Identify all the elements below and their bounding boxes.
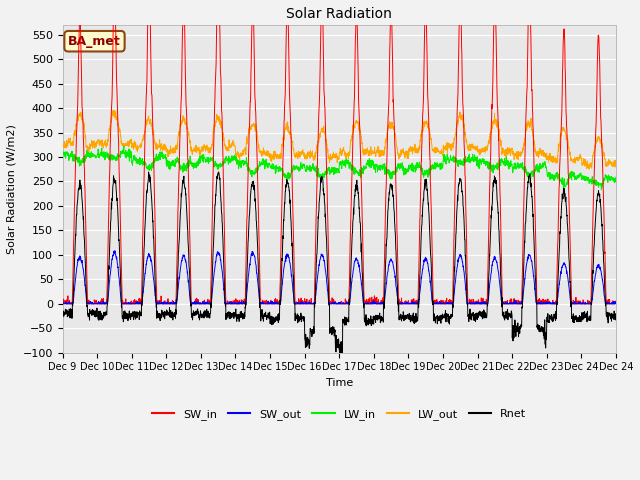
LW_in bbox=[372, 164, 380, 169]
Line: Rnet: Rnet bbox=[63, 172, 616, 357]
SW_out bbox=[612, 300, 620, 306]
SW_in bbox=[234, 299, 241, 304]
LW_in bbox=[598, 187, 605, 193]
SW_in bbox=[506, 300, 514, 306]
SW_out bbox=[537, 301, 545, 307]
LW_in bbox=[59, 148, 67, 154]
SW_in bbox=[604, 297, 612, 303]
SW_out bbox=[111, 248, 119, 254]
LW_out bbox=[372, 148, 380, 154]
LW_in bbox=[612, 174, 620, 180]
LW_in bbox=[120, 144, 128, 149]
SW_in bbox=[372, 301, 380, 307]
LW_in bbox=[537, 164, 545, 169]
LW_out bbox=[115, 120, 122, 126]
Line: LW_in: LW_in bbox=[63, 146, 616, 190]
LW_out bbox=[234, 149, 241, 155]
SW_in bbox=[114, 118, 122, 123]
Text: BA_met: BA_met bbox=[68, 35, 121, 48]
SW_out bbox=[234, 301, 241, 307]
SW_in bbox=[59, 301, 67, 307]
Rnet bbox=[336, 354, 344, 360]
Legend: SW_in, SW_out, LW_in, LW_out, Rnet: SW_in, SW_out, LW_in, LW_out, Rnet bbox=[148, 404, 531, 424]
Rnet bbox=[373, 315, 381, 321]
Rnet bbox=[214, 169, 222, 175]
LW_in bbox=[234, 159, 241, 165]
Line: SW_in: SW_in bbox=[63, 0, 616, 304]
LW_out bbox=[111, 108, 118, 113]
LW_in bbox=[605, 174, 612, 180]
SW_out bbox=[604, 300, 612, 306]
LW_out bbox=[506, 146, 514, 152]
Line: LW_out: LW_out bbox=[63, 110, 616, 169]
LW_out bbox=[612, 157, 620, 163]
SW_out bbox=[115, 264, 122, 270]
Rnet bbox=[538, 327, 545, 333]
Line: SW_out: SW_out bbox=[63, 251, 616, 304]
SW_out bbox=[372, 301, 380, 307]
LW_out bbox=[605, 162, 612, 168]
LW_in bbox=[114, 151, 122, 156]
X-axis label: Time: Time bbox=[326, 378, 353, 388]
LW_in bbox=[506, 160, 514, 166]
LW_out bbox=[586, 166, 593, 172]
Rnet bbox=[612, 312, 620, 317]
Y-axis label: Solar Radiation (W/m2): Solar Radiation (W/m2) bbox=[7, 124, 17, 254]
LW_out bbox=[59, 143, 67, 149]
SW_in bbox=[612, 299, 620, 305]
SW_in bbox=[537, 301, 545, 307]
Rnet bbox=[59, 315, 67, 321]
Rnet bbox=[605, 312, 612, 317]
Rnet bbox=[234, 313, 241, 319]
Title: Solar Radiation: Solar Radiation bbox=[286, 7, 392, 21]
Rnet bbox=[506, 311, 514, 317]
LW_out bbox=[537, 149, 545, 155]
SW_out bbox=[506, 300, 514, 306]
SW_out bbox=[59, 301, 67, 307]
Rnet bbox=[114, 210, 122, 216]
